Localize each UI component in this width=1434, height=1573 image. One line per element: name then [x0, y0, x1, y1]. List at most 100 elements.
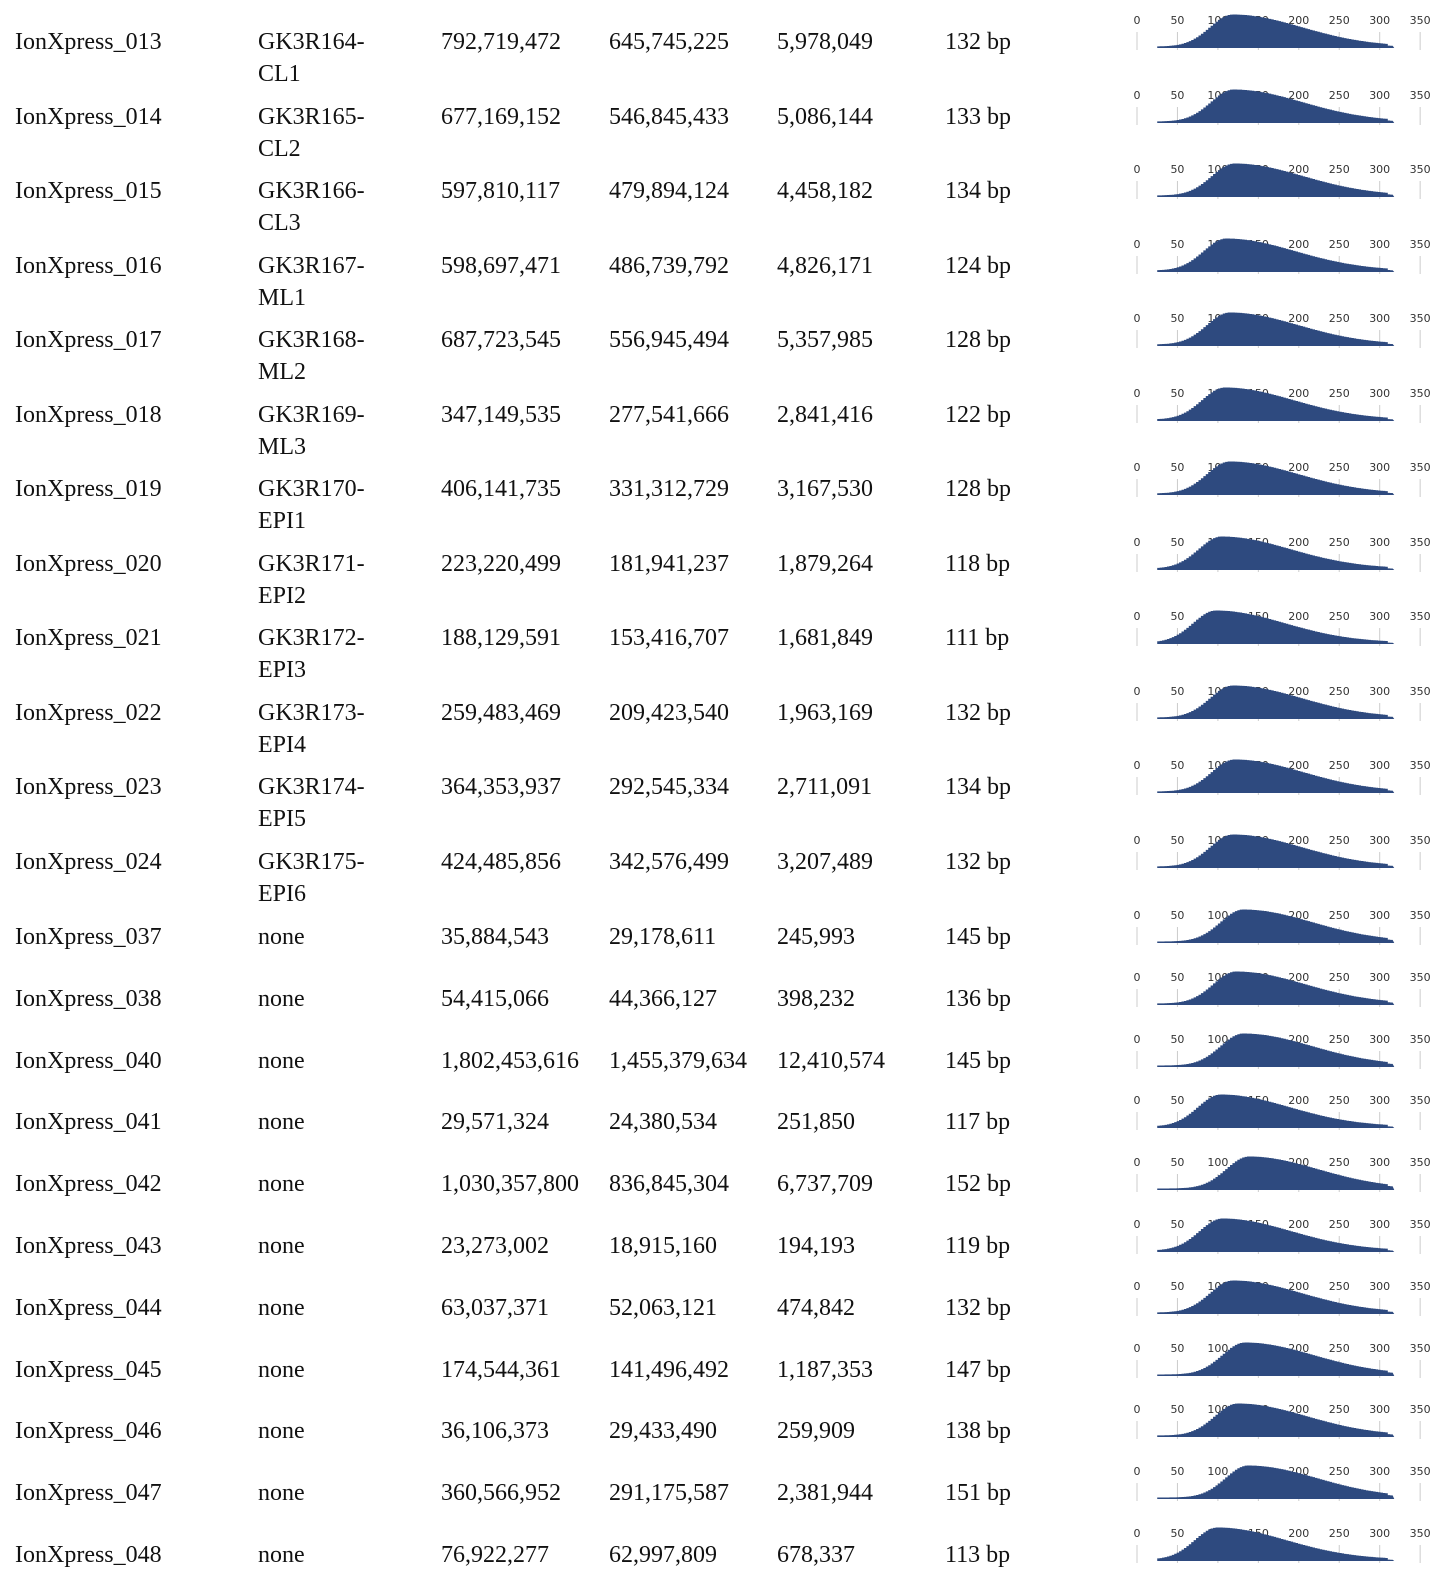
tick-label: 250 [1329, 461, 1350, 474]
mean-length: 132 bp [945, 699, 1011, 726]
barcode: IonXpress_037 [15, 924, 162, 950]
reads: 1,879,264 [777, 550, 873, 577]
mean-length: 151 bp [945, 1480, 1011, 1507]
tick-label: 50 [1170, 312, 1184, 325]
barcode: IonXpress_021 [15, 625, 162, 651]
length-histogram: 050100150200250300350 [1134, 536, 1431, 572]
aq20-bases: 331,312,729 [609, 476, 729, 502]
tick-label: 100 [1207, 1342, 1228, 1355]
tick-label: 50 [1170, 685, 1184, 698]
tick-label: 0 [1134, 1218, 1141, 1231]
aq20-bases: 546,845,433 [609, 103, 729, 130]
sample: none [258, 1171, 305, 1198]
tick-label: 50 [1170, 971, 1184, 984]
aq20-bases: 44,366,127 [609, 985, 717, 1012]
tick-label: 350 [1410, 163, 1431, 176]
sample: GK3R165-CL2 [258, 103, 365, 162]
total-bases: 35,884,543 [441, 924, 549, 950]
total-bases: 677,169,152 [441, 103, 561, 130]
total-bases: 347,149,535 [441, 401, 561, 428]
length-histogram: 050100150200250300350 [1134, 89, 1431, 125]
tick-label: 350 [1410, 387, 1431, 400]
sample: none [258, 1418, 305, 1445]
total-bases: 598,697,471 [441, 252, 561, 279]
mean-length: 132 bp [945, 29, 1011, 55]
tick-label: 300 [1369, 610, 1390, 623]
tick-label: 350 [1410, 971, 1431, 984]
tick-label: 200 [1288, 834, 1309, 847]
total-bases: 174,544,361 [441, 1356, 561, 1383]
tick-label: 0 [1134, 909, 1141, 922]
reads: 194,193 [777, 1233, 855, 1259]
tick-label: 50 [1170, 461, 1184, 474]
tick-label: 250 [1329, 1280, 1350, 1293]
length-histogram: 050100150200250300350 [1134, 1465, 1431, 1502]
histogram-area [1157, 14, 1395, 49]
tick-label: 50 [1170, 759, 1184, 772]
mean-length: 119 bp [945, 1233, 1011, 1259]
total-bases: 364,353,937 [441, 774, 561, 800]
tick-label: 350 [1410, 536, 1431, 549]
histogram-area [1157, 163, 1395, 197]
histogram-area [1157, 1033, 1395, 1067]
sample: none [258, 1356, 305, 1383]
aq20-bases: 486,739,792 [609, 252, 729, 279]
reads: 1,187,353 [777, 1356, 873, 1383]
tick-label: 250 [1329, 536, 1350, 549]
histogram-area [1157, 759, 1395, 793]
tick-label: 300 [1369, 163, 1390, 176]
tick-label: 50 [1170, 1218, 1184, 1231]
mean-length: 128 bp [945, 476, 1011, 502]
histogram-area [1157, 1156, 1395, 1191]
tick-label: 350 [1410, 14, 1431, 27]
aq20-bases: 62,997,809 [609, 1542, 717, 1568]
reads: 245,993 [777, 924, 855, 950]
tick-label: 350 [1410, 461, 1431, 474]
tick-label: 350 [1410, 685, 1431, 698]
tick-label: 200 [1288, 610, 1309, 623]
histogram-area [1157, 1527, 1395, 1561]
mean-length: 132 bp [945, 848, 1011, 875]
mean-length: 147 bp [945, 1356, 1011, 1383]
barcode: IonXpress_048 [15, 1542, 162, 1568]
tick-label: 50 [1170, 1156, 1184, 1169]
tick-label: 300 [1369, 1280, 1390, 1293]
histogram-area [1157, 610, 1395, 644]
reads: 5,357,985 [777, 327, 873, 353]
reads: 2,381,944 [777, 1480, 873, 1507]
tick-label: 300 [1369, 1033, 1390, 1046]
histogram-area [1157, 89, 1395, 123]
barcode: IonXpress_018 [15, 401, 162, 428]
tick-label: 50 [1170, 14, 1184, 27]
tick-label: 250 [1329, 759, 1350, 772]
mean-length: 124 bp [945, 252, 1011, 279]
tick-label: 0 [1134, 1280, 1141, 1293]
tick-label: 250 [1329, 610, 1350, 623]
reads: 3,207,489 [777, 848, 873, 875]
reads: 474,842 [777, 1294, 855, 1321]
length-histogram: 050100150200250300350 [1134, 971, 1431, 1007]
barcode: IonXpress_045 [15, 1356, 162, 1383]
histogram-area [1157, 387, 1395, 421]
total-bases: 424,485,856 [441, 848, 561, 875]
barcode: IonXpress_043 [15, 1233, 162, 1259]
tick-label: 200 [1288, 1218, 1309, 1231]
tick-label: 50 [1170, 1527, 1184, 1540]
length-histogram: 050100150200250300350 [1134, 759, 1431, 795]
tick-label: 300 [1369, 1156, 1390, 1169]
tick-label: 0 [1134, 1403, 1141, 1416]
reads: 12,410,574 [777, 1047, 885, 1074]
histogram-area [1157, 536, 1395, 570]
length-histogram: 050100150200250300350 [1134, 610, 1431, 646]
sample: GK3R169-ML3 [258, 401, 365, 460]
tick-label: 200 [1288, 971, 1309, 984]
tick-label: 250 [1329, 971, 1350, 984]
aq20-bases: 29,433,490 [609, 1418, 717, 1445]
tick-label: 0 [1134, 685, 1141, 698]
histogram-area [1157, 1465, 1395, 1500]
length-histogram: 050100150200250300350 [1134, 1094, 1431, 1131]
tick-label: 0 [1134, 1465, 1141, 1478]
barcode: IonXpress_046 [15, 1418, 162, 1445]
tick-label: 0 [1134, 312, 1141, 325]
tick-label: 350 [1410, 909, 1431, 922]
